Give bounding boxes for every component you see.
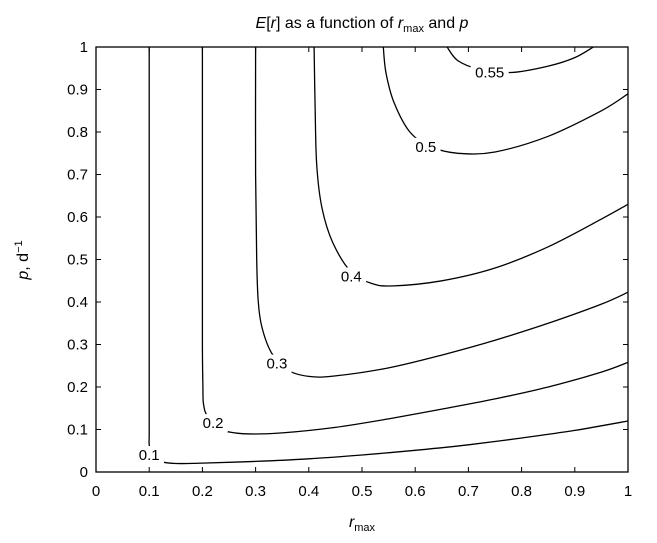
- x-tick-label: 0.4: [298, 483, 319, 500]
- x-tick-label: 1: [624, 483, 632, 500]
- contour-label-0.4: 0.4: [341, 269, 362, 286]
- contour-line-0.4: [313, 46, 629, 287]
- y-tick-label: 0.2: [67, 379, 88, 396]
- axis-ticks: [95, 46, 629, 473]
- y-tick-label: 0.9: [67, 82, 88, 99]
- chart-title: E[r] as a function of rmax and p: [256, 15, 469, 35]
- contour-label-bg: [411, 137, 441, 156]
- contour-label-0.3: 0.3: [266, 356, 287, 373]
- x-tick-label: 0.5: [352, 483, 373, 500]
- x-tick-label: 0.2: [192, 483, 213, 500]
- x-tick-label: 0.6: [405, 483, 426, 500]
- y-tick-label: 0.1: [67, 422, 88, 439]
- x-tick-label: 0.8: [511, 483, 532, 500]
- y-tick-label: 0.6: [67, 209, 88, 226]
- y-tick-label: 0: [80, 464, 88, 481]
- contour-label-bg: [134, 446, 164, 464]
- contour-line-0.2: [201, 46, 629, 435]
- contour-line-0.5: [382, 46, 629, 155]
- plot-frame: [95, 46, 629, 473]
- x-tick-label: 0.7: [458, 483, 479, 500]
- contour-label-0.1: 0.1: [139, 447, 160, 464]
- x-tick-label: 0.1: [139, 483, 160, 500]
- contour-label-0.2: 0.2: [203, 415, 224, 432]
- y-axis-label: p, d−1: [13, 240, 32, 280]
- y-tick-label: 0.8: [67, 124, 88, 141]
- x-tick-label: 0.3: [245, 483, 266, 500]
- contour-line-0.1: [148, 46, 629, 465]
- contour-line-0.3: [254, 46, 629, 378]
- y-tick-label: 0.7: [67, 167, 88, 184]
- contour-line-0.55: [446, 46, 594, 74]
- contour-label-bg: [470, 63, 509, 82]
- contour-labels: 0.1 0.2 0.3 0.4 0.5 0.55: [134, 63, 509, 464]
- tick-labels: 0 0.1 0.2 0.3 0.4 0.5 0.6 0.7 0.8 0.9 100.10.20.30…: [67, 39, 632, 500]
- contour-label-0.55: 0.55: [475, 65, 504, 82]
- x-tick-label: 0.9: [564, 483, 585, 500]
- y-tick-label: 0.4: [67, 294, 88, 311]
- x-axis-label: rmax: [349, 514, 376, 534]
- contour-label-bg: [198, 414, 228, 433]
- contour-label-bg: [262, 354, 292, 373]
- y-tick-label: 0.5: [67, 252, 88, 269]
- contour-label-bg: [336, 267, 367, 286]
- contour-lines: [148, 46, 629, 465]
- y-tick-label: 0.3: [67, 337, 88, 354]
- contour-label-0.5: 0.5: [415, 139, 436, 156]
- x-tick-label: 0: [92, 483, 100, 500]
- y-tick-label: 1: [80, 39, 88, 56]
